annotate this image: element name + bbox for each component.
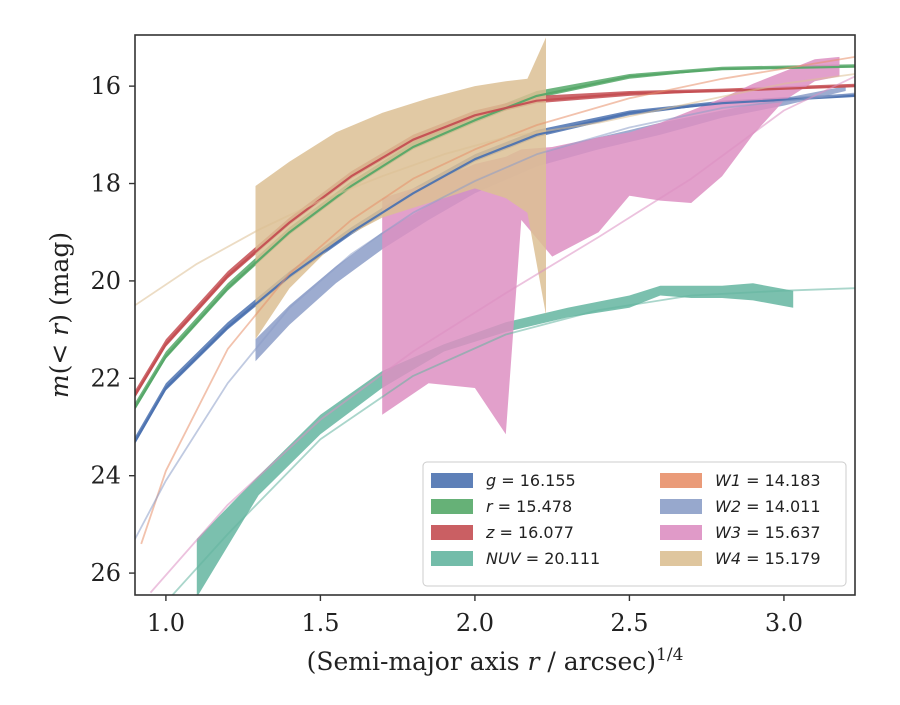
legend-swatch-nuv (431, 551, 473, 566)
model-curve-w3 (149, 75, 855, 594)
x-tick-label: 1.5 (301, 609, 339, 637)
y-tick-label: 16 (90, 72, 121, 100)
x-tick-label: 1.0 (147, 609, 185, 637)
band-w3 (382, 56, 840, 435)
model-curve-w2 (135, 92, 855, 540)
legend-swatch-w1 (660, 473, 702, 488)
y-tick-label: 26 (90, 559, 121, 587)
legend-label-r: r = 15.478 (486, 497, 572, 516)
legend-label-w3: W3 = 15.637 (715, 523, 821, 542)
x-tick-label: 2.0 (456, 609, 494, 637)
x-axis-ticks: 1.0 1.5 2.0 2.5 3.0 (147, 595, 803, 637)
x-tick-label: 2.5 (610, 609, 648, 637)
x-axis-label: (Semi-major axis r / arcsec)1/4 (307, 645, 684, 676)
y-tick-label: 18 (90, 170, 121, 198)
legend-swatch-g (431, 473, 473, 488)
y-tick-label: 20 (90, 267, 121, 295)
legend-label-z: z = 16.077 (485, 523, 574, 542)
legend-label-nuv: NUV = 20.111 (486, 549, 600, 568)
legend-swatch-w3 (660, 525, 702, 540)
legend-box (422, 461, 847, 587)
model-curves-layer (135, 56, 855, 595)
legend: g = 16.155 W1 = 14.183 r = 15.478 W2 = 14.0… (422, 461, 847, 587)
model-curve-w1 (140, 56, 855, 545)
legend-swatch-r (431, 499, 473, 514)
legend-label-w1: W1 = 14.183 (715, 471, 821, 490)
bands-layer (135, 37, 855, 595)
legend-label-g: g = 16.155 (486, 471, 576, 490)
band-w4 (255, 37, 546, 340)
y-axis-ticks: 16 18 20 22 24 26 (90, 72, 135, 587)
legend-label-w2: W2 = 14.011 (715, 497, 821, 516)
legend-label-w4: W4 = 15.179 (715, 549, 821, 568)
model-curve-r (135, 65, 855, 409)
model-curve-nuv (171, 287, 855, 595)
y-axis-label: m(< r) (mag) (45, 232, 74, 398)
legend-swatch-w4 (660, 551, 702, 566)
plot-frame (134, 34, 856, 596)
y-tick-label: 22 (90, 364, 121, 392)
y-tick-label: 24 (90, 462, 121, 490)
legend-swatch-w2 (660, 499, 702, 514)
legend-swatch-z (431, 525, 473, 540)
model-curve-w4 (135, 73, 855, 307)
x-tick-label: 3.0 (765, 609, 803, 637)
